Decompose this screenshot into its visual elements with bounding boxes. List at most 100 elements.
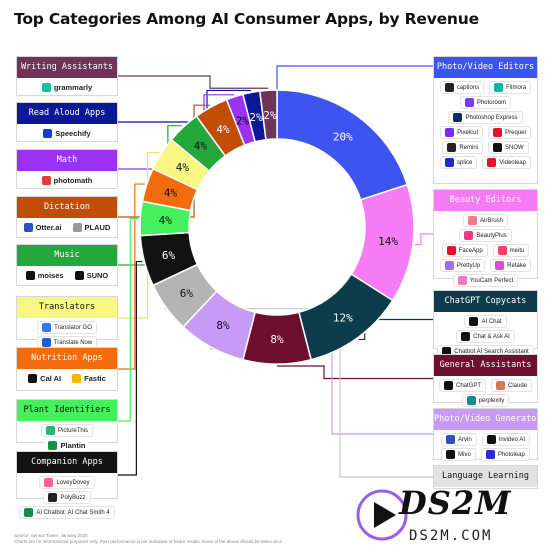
app-logo-airbrush: AirBrush: [462, 214, 508, 227]
app-logo-photoleap: Photoleap: [480, 448, 530, 461]
slice-label-general-assistants: 8%: [270, 333, 284, 346]
app-name: AirBrush: [479, 217, 503, 224]
category-box-dictation: Dictation Otter.ai PLAUD: [16, 196, 118, 238]
app-list: captions Filmora Photoroom Photoshop Expres…: [434, 78, 537, 172]
app-logo-videoleap: Videoleap: [482, 156, 531, 169]
prequel-icon: [493, 128, 503, 137]
snow-icon: [493, 143, 502, 152]
slice-label-photo-video-generators: 8%: [216, 319, 230, 332]
app-logo-captions: captions: [439, 81, 485, 94]
app-name: PrettyUp: [456, 262, 481, 269]
category-header: Dictation: [17, 197, 117, 218]
app-name: splice: [457, 159, 473, 166]
app-name: AI Chat: [481, 318, 502, 325]
app-logo-translator-go: Translator GO: [37, 321, 97, 334]
category-header: Language Learning: [434, 466, 537, 487]
app-logo-filmora: Filmora: [489, 81, 532, 94]
connector-plant-identifiers: [118, 217, 139, 422]
footnote: Source: Sensor Tower, January 2025 Chart…: [14, 533, 314, 545]
category-box-translators: Translators Translator GO Translate Now: [16, 296, 118, 349]
app-name: Claude: [508, 382, 528, 389]
cal-ai-icon: [28, 374, 38, 383]
category-header: Math: [17, 150, 117, 171]
app-name: meitu: [509, 247, 525, 254]
fastic-icon: [72, 374, 82, 383]
category-box-writing-assistants: Writing Assistants grammarly: [16, 56, 118, 96]
app-name: captions: [456, 84, 480, 91]
app-logo-chat-ask-ai: Chat & Ask AI: [456, 330, 515, 343]
app-logo-plantin: Plantin: [45, 439, 89, 452]
perplexity-icon: [466, 396, 476, 405]
invideo-ai-icon: [486, 435, 496, 444]
app-list: Speechify: [17, 124, 117, 143]
app-logo-ai-chat: AI Chat: [464, 315, 507, 328]
app-name: Chat & Ask AI: [473, 333, 510, 340]
category-box-beauty-editors: Beauty Editors AirBrush BeautyPlus FaceApp m…: [433, 189, 538, 287]
slice-label-nutrition-apps: 4%: [164, 186, 178, 199]
remini-icon: [447, 143, 457, 152]
category-box-language-learning: Language Learning: [433, 465, 538, 489]
slice-writing-assistants: [258, 89, 278, 141]
footnote-source: Source: Sensor Tower, January 2025: [14, 533, 88, 538]
photoroom-icon: [464, 98, 474, 107]
category-box-music: Music moises SUNO: [16, 244, 118, 286]
donut-slices: [139, 89, 415, 365]
category-header: Companion Apps: [17, 452, 117, 473]
app-name: PLAUD: [84, 223, 111, 232]
app-logo-suno: SUNO: [71, 269, 112, 282]
app-logo-cal-ai: Cal AI: [25, 372, 65, 385]
app-list: photomath: [17, 171, 117, 190]
chatgpt-icon: [443, 381, 453, 390]
moises-icon: [25, 271, 35, 280]
category-header: ChatGPT Copycats: [434, 291, 537, 312]
slice-labels: 20%14%12%8%8%6%6%4%4%4%4%4%2% 2% 2%: [159, 109, 399, 346]
app-name: LoveyDovey: [56, 479, 90, 486]
picturethis-icon: [45, 426, 55, 435]
app-logo-speechify: Speechify: [40, 127, 94, 140]
app-list: grammarly: [17, 78, 117, 97]
app-logo-beautyplus: BeautyPlus: [459, 229, 512, 242]
category-box-plant-identifiers: Plant Identifiers PictureThis Plantin: [16, 399, 118, 452]
app-logo-remini: Remini: [442, 141, 483, 154]
app-logo-invideo-ai: Invideo AI: [481, 433, 531, 446]
app-list: PictureThis Plantin: [17, 421, 117, 455]
connector-general-assistants: [277, 365, 433, 380]
app-list: Translator GO Translate Now: [17, 318, 117, 352]
category-header: General Assistants: [434, 355, 537, 376]
slice-label-read-aloud-apps: 2%: [249, 111, 263, 124]
app-logo-polybuzz: PolyBuzz: [43, 491, 91, 504]
app-logo-meitu: meitu: [492, 244, 530, 257]
connector-language-learning: [164, 308, 433, 478]
category-box-chatgpt-copycats: ChatGPT Copycats AI Chat Chat & Ask AI Chat…: [433, 290, 538, 403]
app-logo-photoshop-express: Photoshop Express: [448, 111, 523, 124]
pixelcut-icon: [445, 128, 455, 137]
category-header: Read Aloud Apps: [17, 103, 117, 124]
app-logo-moises: moises: [22, 269, 67, 282]
app-name: SNOW: [505, 144, 524, 151]
connector-beauty-editors: [414, 233, 433, 246]
footnote-disclaimer: Charts are for informational purposes on…: [14, 539, 282, 544]
app-name: Chatbot AI Search Assistant: [454, 348, 529, 355]
app-name: Arvin: [457, 436, 472, 443]
app-name: Photoroom: [476, 99, 507, 106]
claude-icon: [496, 381, 505, 390]
app-logo-arvin: Arvin: [440, 433, 477, 446]
category-header: Photo/Video Editors: [434, 57, 537, 78]
watermark-logo-icon: [356, 489, 408, 541]
app-name: Cal AI: [40, 374, 62, 383]
filmora-icon: [494, 83, 504, 92]
app-name: Translator GO: [54, 324, 92, 331]
app-name: SUNO: [86, 271, 109, 280]
app-name: grammarly: [53, 83, 93, 92]
app-logo-snow: SNOW: [488, 141, 529, 154]
chat-ask-ai-icon: [461, 332, 471, 341]
suno-icon: [74, 271, 84, 280]
app-name: Speechify: [55, 129, 91, 138]
app-logo-perplexity: perplexity: [461, 394, 510, 407]
slice-label-dictation: 4%: [216, 123, 230, 136]
app-name: Mivo: [458, 451, 471, 458]
app-name: Invideo AI: [498, 436, 526, 443]
app-name: BeautyPlus: [476, 232, 507, 239]
translate-now-icon: [41, 338, 51, 347]
app-logo-chatgpt: ChatGPT: [438, 379, 486, 392]
